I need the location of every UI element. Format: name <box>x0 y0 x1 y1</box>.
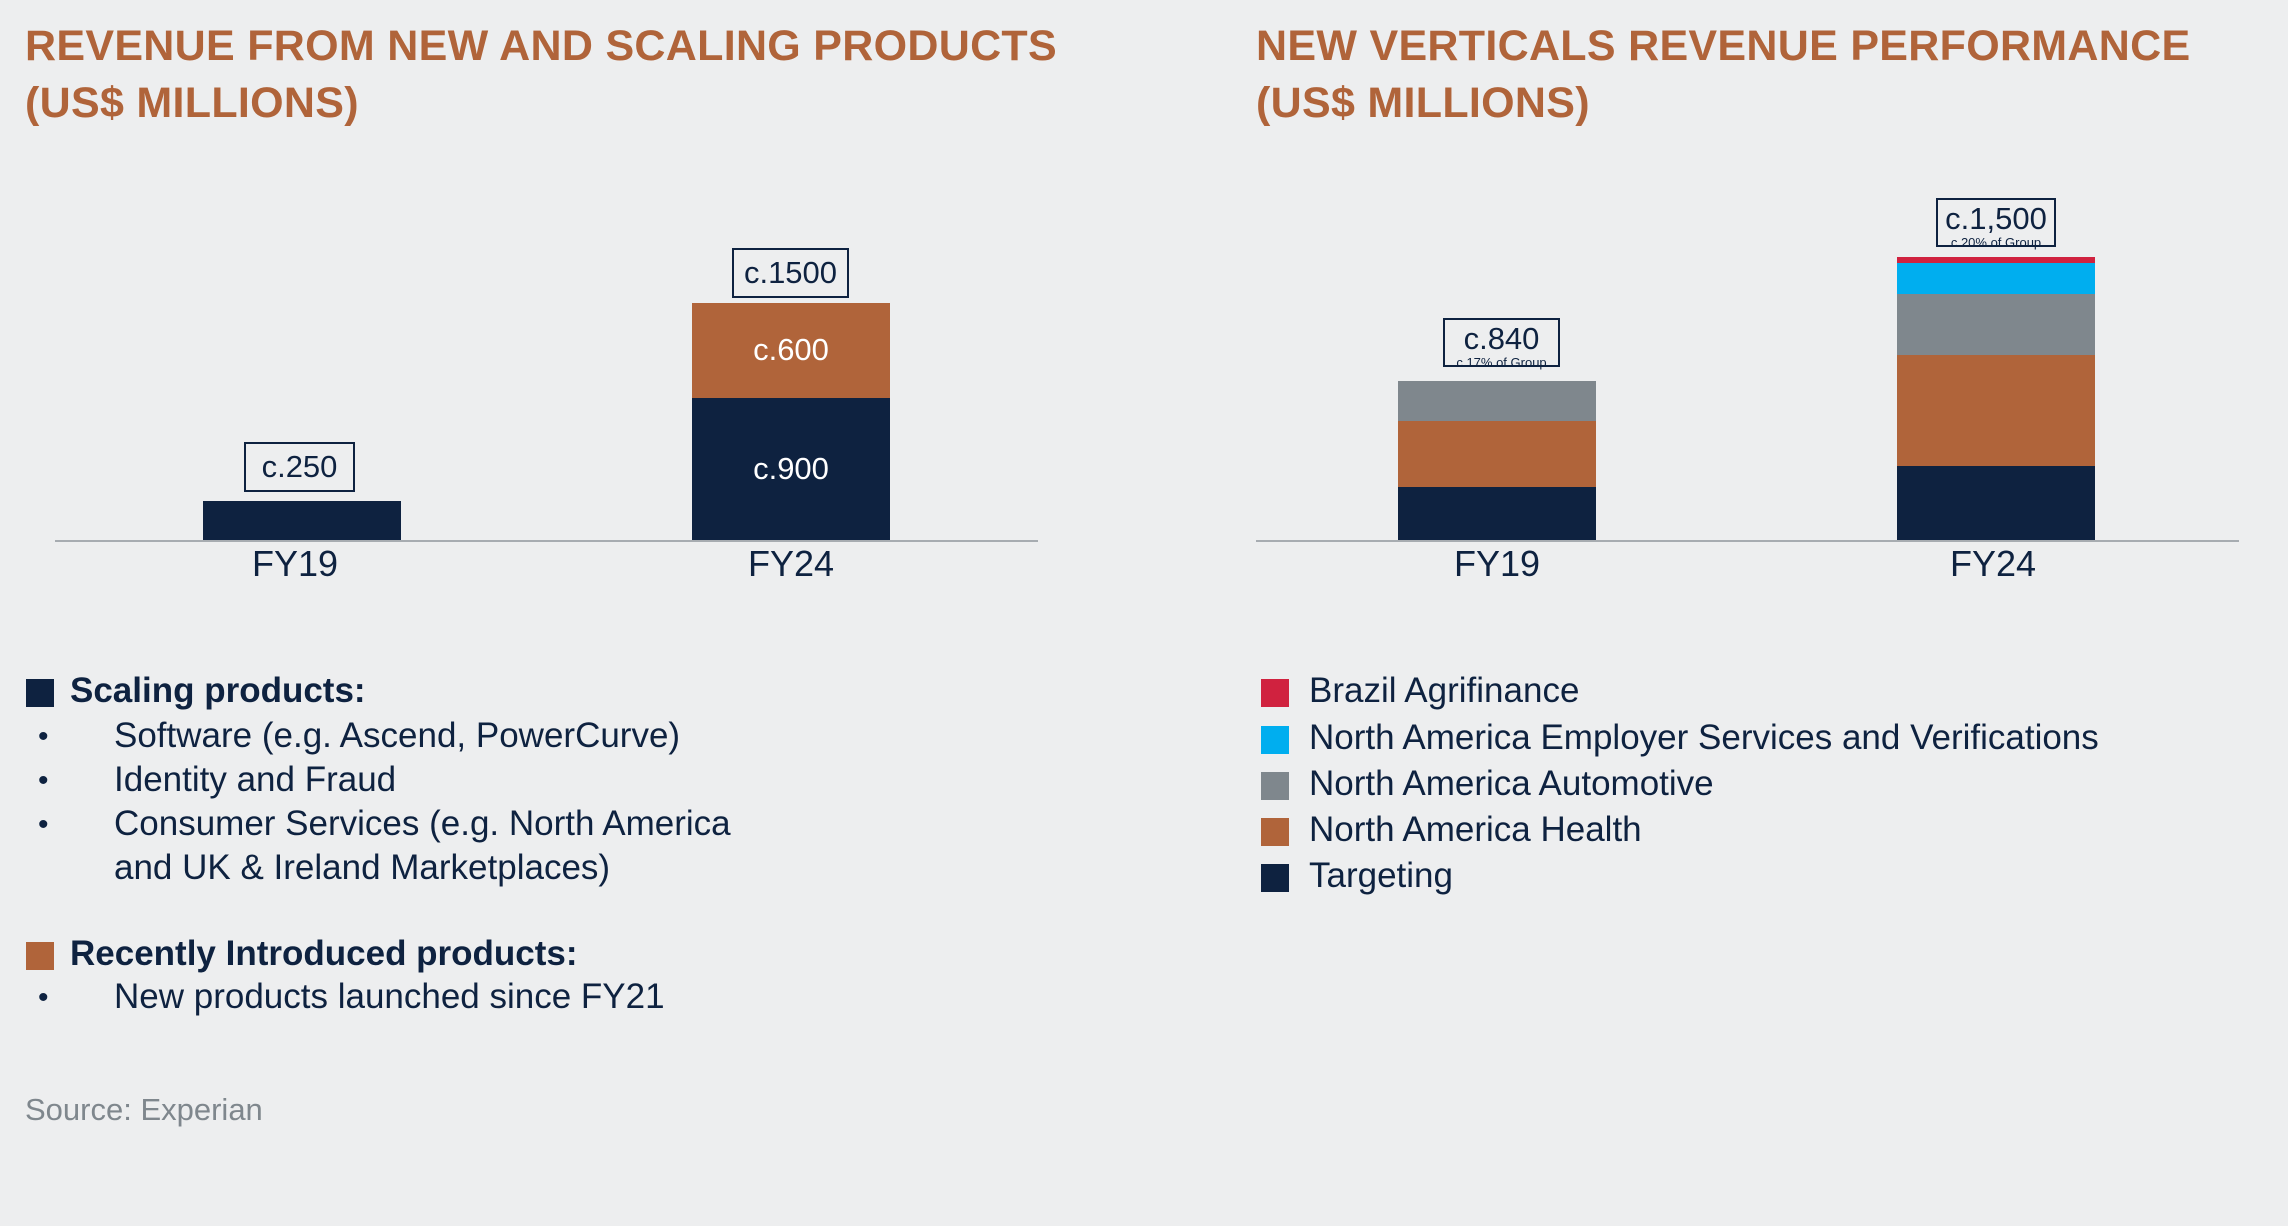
legend-item: Identity and Fraud <box>114 760 397 799</box>
total-value: c.840 <box>1463 321 1540 356</box>
segment-value-label: c.600 <box>753 332 829 368</box>
title-line-1: REVENUE FROM NEW AND SCALING PRODUCTS <box>25 22 1057 70</box>
legend-heading-scaling: Scaling products: <box>70 671 366 710</box>
bar-segment-recently-introduced-products <box>692 303 890 398</box>
legend-item: North America Employer Services and Veri… <box>1309 718 2099 757</box>
total-label-box: c.250 <box>244 442 355 492</box>
legend-item: Software (e.g. Ascend, PowerCurve) <box>114 716 681 755</box>
total-value: c.250 <box>261 449 338 484</box>
bar-segment-scaling-products <box>692 397 890 540</box>
legend-item: and UK & Ireland Marketplaces) <box>114 848 611 887</box>
x-tick-label: FY19 <box>1453 543 1541 584</box>
bar-segment-north-america-employer-services-and-verifications <box>1897 263 2095 295</box>
legend-item: North America Automotive <box>1309 764 1714 803</box>
bar-segment-north-america-health <box>1398 420 1596 488</box>
bullet: • <box>38 981 49 1014</box>
x-tick-label: FY24 <box>1949 543 2037 584</box>
legend-swatch-automotive <box>1261 772 1289 800</box>
title-line-1: NEW VERTICALS REVENUE PERFORMANCE <box>1256 22 2191 70</box>
total-label-box: c.840 c.17% of Group <box>1443 318 1560 370</box>
legend-item: Targeting <box>1309 856 1453 895</box>
legend-item: Brazil Agrifinance <box>1309 671 1580 710</box>
legend-swatch-brazil <box>1261 679 1289 707</box>
total-note: c.20% of Group <box>1950 235 2042 250</box>
bar-segment-north-america-automotive <box>1897 294 2095 355</box>
right-chart-title: NEW VERTICALS REVENUE PERFORMANCE (US$ MI… <box>1256 18 2190 132</box>
legend-item: North America Health <box>1309 810 1642 849</box>
legend-item: New products launched since FY21 <box>114 977 665 1016</box>
bar-segment-brazil-agrifinance <box>1897 256 2095 264</box>
left-axis-line <box>55 540 1038 542</box>
right-axis-line <box>1256 540 2239 542</box>
total-value: c.1500 <box>743 255 838 290</box>
bar-segment-north-america-health <box>1897 354 2095 467</box>
left-chart-title: REVENUE FROM NEW AND SCALING PRODUCTS (US… <box>25 18 1057 132</box>
bullet: • <box>38 764 49 797</box>
x-tick-label: FY19 <box>251 543 339 584</box>
legend-item: Consumer Services (e.g. North America <box>114 804 731 843</box>
legend-swatch-employer <box>1261 726 1289 754</box>
bar-segment-targeting <box>1398 487 1596 540</box>
total-note: c.17% of Group <box>1456 355 1547 370</box>
bar-segment-scaling-products <box>203 500 401 540</box>
total-value: c.1,500 <box>1945 201 2047 236</box>
title-line-2: (US$ MILLIONS) <box>25 79 359 127</box>
title-line-2: (US$ MILLIONS) <box>1256 79 1590 127</box>
segment-value-label: c.900 <box>753 450 829 486</box>
legend-swatch-health <box>1261 818 1289 846</box>
legend-swatch-scaling <box>26 679 54 707</box>
bar-segment-north-america-automotive <box>1398 381 1596 421</box>
legend-swatch-recent <box>26 942 54 970</box>
bullet: • <box>38 808 49 841</box>
bar-segment-targeting <box>1897 466 2095 540</box>
bullet: • <box>38 720 49 753</box>
legend-swatch-targeting <box>1261 864 1289 892</box>
source-note: Source: Experian <box>25 1092 263 1127</box>
legend-heading-recent: Recently Introduced products: <box>70 934 578 973</box>
total-label-box: c.1,500 c.20% of Group <box>1936 198 2056 250</box>
x-tick-label: FY24 <box>747 543 835 584</box>
total-label-box: c.1500 <box>732 248 849 298</box>
